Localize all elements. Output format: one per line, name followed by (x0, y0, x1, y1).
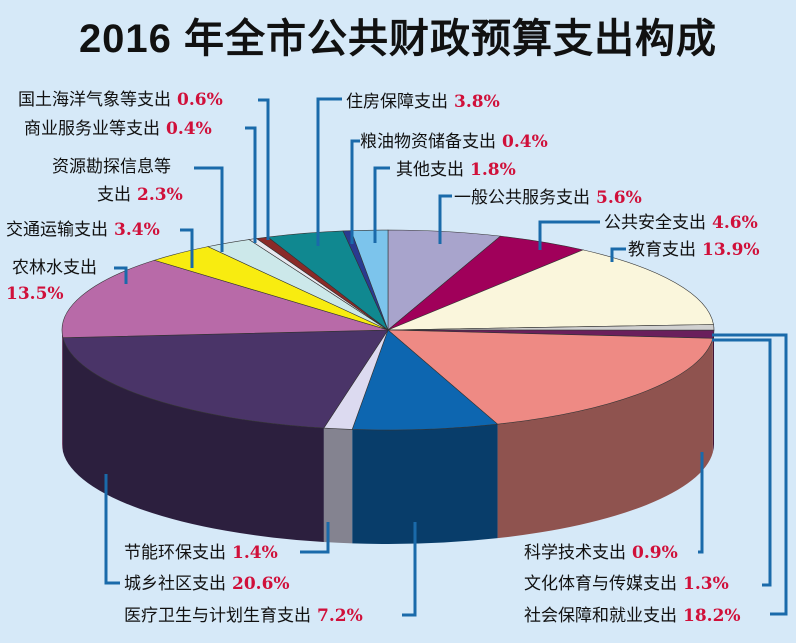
pie-slice: 医疗卫生与计划生育支出 7.2% (351, 329, 499, 431)
slice-label-percent: 2.3% (137, 185, 183, 205)
slice-label: 教育支出 13.9% (628, 240, 760, 260)
slice-label-percent: 1.4% (232, 543, 278, 563)
slice-label-text: 国土海洋气象等支出 (18, 90, 171, 110)
slice-label: 公共安全支出 4.6% (604, 213, 758, 233)
leader-line (300, 522, 330, 554)
leader-line (350, 139, 360, 244)
slice-label: 科学技术支出 0.9% (524, 543, 678, 563)
slice-label: 13.5% (6, 284, 64, 304)
leader-line (245, 126, 257, 243)
pie-slice: 农林水支出 13.5% (61, 259, 389, 339)
pie-slice-side (62, 337, 324, 543)
slice-label: 医疗卫生与计划生育支出 7.2% (124, 606, 363, 626)
pie-slices: 一般公共服务支出 5.6%公共安全支出 4.6%教育支出 13.9%科学技术支出… (61, 229, 715, 431)
leader-line (114, 266, 128, 284)
slice-label: 粮油物资储备支出 0.4% (360, 132, 548, 152)
leader-line (402, 522, 417, 617)
slice-label-percent: 0.6% (177, 90, 223, 110)
slice-label-percent: 18.2% (683, 606, 741, 626)
slice-label-percent: 7.2% (317, 606, 363, 626)
leader-line (538, 220, 600, 250)
slice-label-percent: 13.5% (6, 284, 64, 304)
slice-label: 交通运输支出 3.4% (6, 220, 160, 240)
slice-label-text: 住房保障支出 (346, 92, 448, 112)
slice-label: 国土海洋气象等支出 0.6% (18, 90, 223, 110)
slice-label: 商业服务业等支出 0.4% (24, 119, 212, 139)
slice-label: 节能环保支出 1.4% (124, 543, 278, 563)
slice-label-text: 文化体育与传媒支出 (524, 574, 677, 594)
slice-label-percent: 0.4% (502, 132, 548, 152)
leader-line (712, 333, 788, 616)
slice-label-text: 医疗卫生与计划生育支出 (124, 606, 311, 626)
leader-lines (104, 97, 788, 617)
slice-label-percent: 13.9% (702, 240, 760, 260)
leader-line (438, 194, 452, 244)
leader-line (194, 166, 224, 252)
leader-line (180, 228, 194, 268)
slice-label-percent: 3.8% (454, 92, 500, 112)
slice-label-percent: 0.4% (166, 119, 212, 139)
slice-label: 农林水支出 (12, 258, 97, 278)
slice-label-text: 农林水支出 (12, 258, 97, 278)
slice-label-text: 资源勘探信息等 (52, 157, 171, 177)
slice-label-text: 公共安全支出 (604, 213, 706, 233)
leader-line (316, 97, 342, 246)
slice-label-percent: 5.6% (596, 188, 642, 208)
slice-label-percent: 4.6% (712, 213, 758, 233)
slice-label-text: 城乡社区支出 (124, 574, 226, 594)
pie-slice-side (497, 338, 713, 539)
slice-label-text: 节能环保支出 (124, 543, 226, 563)
leader-line (712, 338, 772, 587)
pie-slice: 教育支出 13.9% (387, 249, 714, 331)
pie-slice-side (62, 330, 63, 452)
slice-label: 资源勘探信息等 (52, 157, 171, 177)
slice-label: 一般公共服务支出 5.6% (454, 188, 642, 208)
slice-label-percent: 1.3% (683, 574, 729, 594)
leader-line (373, 166, 390, 243)
leader-line (698, 452, 704, 554)
slice-label: 其他支出 1.8% (396, 160, 516, 180)
slice-label: 社会保障和就业支出 18.2% (524, 606, 741, 626)
slice-label: 文化体育与传媒支出 1.3% (524, 574, 729, 594)
pie-slice-side (323, 428, 353, 544)
pie-slice: 城乡社区支出 20.6% (62, 329, 389, 429)
slice-label: 支出 2.3% (97, 185, 183, 205)
leader-line (258, 98, 270, 240)
slice-label: 城乡社区支出 20.6% (124, 574, 290, 594)
slice-label-text: 其他支出 (396, 160, 464, 180)
pie-sides (62, 330, 714, 544)
slice-label-text: 社会保障和就业支出 (524, 606, 677, 626)
pie-slice-side (352, 424, 498, 544)
slice-label: 住房保障支出 3.8% (346, 92, 500, 112)
slice-label-text: 科学技术支出 (524, 543, 626, 563)
pie-slice-side (712, 330, 714, 453)
slice-label-percent: 0.9% (632, 543, 678, 563)
slice-label-text: 支出 (97, 185, 131, 205)
slice-label-percent: 3.4% (114, 220, 160, 240)
slice-label-percent: 1.8% (470, 160, 516, 180)
leader-line (610, 247, 626, 262)
slice-label-text: 商业服务业等支出 (24, 119, 160, 139)
chart-title: 2016 年全市公共财政预算支出构成 (78, 17, 718, 61)
leader-line (104, 474, 120, 585)
slice-label-percent: 20.6% (232, 574, 290, 594)
slice-label-text: 粮油物资储备支出 (360, 132, 496, 152)
slice-label-text: 一般公共服务支出 (454, 188, 590, 208)
pie-slice: 社会保障和就业支出 18.2% (387, 329, 714, 425)
slice-label-text: 教育支出 (628, 240, 696, 260)
slice-label-text: 交通运输支出 (6, 220, 108, 240)
